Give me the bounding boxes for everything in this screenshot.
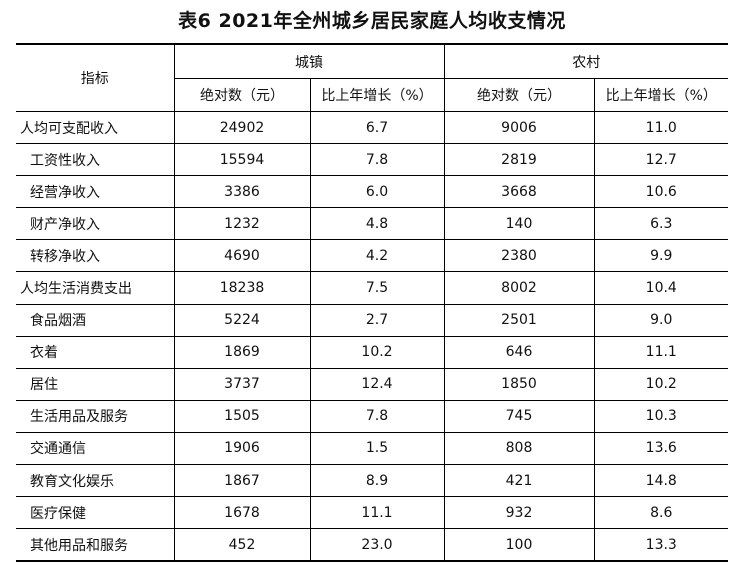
rural-absolute-cell: 646 [444,335,595,369]
rural-absolute-cell: 2380 [444,239,595,272]
urban-growth-cell: 10.2 [310,335,445,369]
rural-absolute-cell: 1850 [444,367,595,401]
table-row: 工资性收入 15594 7.8 2819 12.7 [16,143,728,176]
table-row: 医疗保健 1678 11.1 932 8.6 [16,496,728,529]
table-row: 食品烟酒 5224 2.7 2501 9.0 [16,303,728,337]
urban-growth-cell: 11.1 [310,496,445,529]
urban-absolute-cell: 18238 [174,271,311,305]
rural-absolute-cell: 3668 [444,175,595,208]
row-label: 生活用品及服务 [16,399,175,433]
rural-absolute-cell: 2501 [444,303,595,337]
rural-growth-cell: 11.0 [594,110,728,144]
row-label: 医疗保健 [16,496,175,529]
row-label: 人均可支配收入 [16,110,175,144]
rural-absolute-cell: 8002 [444,271,595,305]
urban-absolute-cell: 1867 [174,464,311,497]
urban-growth-cell: 4.8 [310,207,445,240]
urban-absolute-cell: 5224 [174,303,311,337]
rural-growth-cell: 10.6 [594,175,728,208]
urban-absolute-cell: 4690 [174,239,311,272]
urban-absolute-cell: 452 [174,528,311,562]
urban-absolute-cell: 1906 [174,431,311,465]
header-urban-absolute: 绝对数（元） [174,78,311,112]
urban-growth-cell: 8.9 [310,464,445,497]
rural-growth-cell: 9.9 [594,239,728,272]
urban-growth-cell: 6.7 [310,110,445,144]
urban-growth-cell: 7.8 [310,399,445,433]
rural-growth-cell: 13.6 [594,431,728,465]
table-row: 生活用品及服务 1505 7.8 745 10.3 [16,399,728,433]
urban-growth-cell: 7.8 [310,143,445,176]
table-row: 居住 3737 12.4 1850 10.2 [16,367,728,401]
urban-absolute-cell: 1232 [174,207,311,240]
row-label: 人均生活消费支出 [16,271,175,305]
rural-growth-cell: 9.0 [594,303,728,337]
table-row: 衣着 1869 10.2 646 11.1 [16,335,728,369]
row-label: 其他用品和服务 [16,528,175,562]
table-row: 财产净收入 1232 4.8 140 6.3 [16,207,728,240]
rural-absolute-cell: 140 [444,207,595,240]
row-label: 教育文化娱乐 [16,464,175,497]
urban-absolute-cell: 1678 [174,496,311,529]
row-label: 经营净收入 [16,175,175,208]
header-indicator: 指标 [16,44,175,112]
row-label: 食品烟酒 [16,303,175,337]
urban-absolute-cell: 15594 [174,143,311,176]
urban-growth-cell: 1.5 [310,431,445,465]
table-title: 表6 2021年全州城乡居民家庭人均收支情况 [178,10,566,32]
rural-growth-cell: 10.3 [594,399,728,433]
header-rural: 农村 [444,44,728,79]
urban-growth-cell: 6.0 [310,175,445,208]
rural-absolute-cell: 2819 [444,143,595,176]
table-row: 交通通信 1906 1.5 808 13.6 [16,431,728,465]
rural-absolute-cell: 421 [444,464,595,497]
urban-growth-cell: 7.5 [310,271,445,305]
rural-growth-cell: 14.8 [594,464,728,497]
table-row: 转移净收入 4690 4.2 2380 9.9 [16,239,728,272]
urban-absolute-cell: 1869 [174,335,311,369]
rural-growth-cell: 6.3 [594,207,728,240]
rural-absolute-cell: 808 [444,431,595,465]
table-row: 人均生活消费支出 18238 7.5 8002 10.4 [16,271,728,305]
table-row: 经营净收入 3386 6.0 3668 10.6 [16,175,728,208]
urban-absolute-cell: 3386 [174,175,311,208]
rural-growth-cell: 13.3 [594,528,728,562]
row-label: 财产净收入 [16,207,175,240]
rural-growth-cell: 10.4 [594,271,728,305]
row-label: 衣着 [16,335,175,369]
rural-absolute-cell: 9006 [444,110,595,144]
header-urban: 城镇 [174,44,445,79]
table-row: 人均可支配收入 24902 6.7 9006 11.0 [16,110,728,144]
rural-growth-cell: 10.2 [594,367,728,401]
urban-absolute-cell: 3737 [174,367,311,401]
urban-growth-cell: 12.4 [310,367,445,401]
header-rural-growth: 比上年增长（%） [594,78,728,112]
rural-growth-cell: 8.6 [594,496,728,529]
header-rural-absolute: 绝对数（元） [444,78,595,112]
rural-absolute-cell: 745 [444,399,595,433]
table-row: 其他用品和服务 452 23.0 100 13.3 [16,528,728,562]
table-row: 教育文化娱乐 1867 8.9 421 14.8 [16,464,728,497]
row-label: 转移净收入 [16,239,175,272]
urban-absolute-cell: 1505 [174,399,311,433]
row-label: 居住 [16,367,175,401]
urban-growth-cell: 4.2 [310,239,445,272]
urban-growth-cell: 2.7 [310,303,445,337]
rural-absolute-cell: 932 [444,496,595,529]
rural-growth-cell: 11.1 [594,335,728,369]
rural-growth-cell: 12.7 [594,143,728,176]
table-body: 人均可支配收入 24902 6.7 9006 11.0 工资性收入 15594 7.8 2819… [16,110,728,562]
urban-absolute-cell: 24902 [174,110,311,144]
row-label: 工资性收入 [16,143,175,176]
header-urban-growth: 比上年增长（%） [310,78,445,112]
income-expenditure-table: 指标 城镇 农村 绝对数（元） 比上年增长（%） 绝对数（元） 比上年增长（%）… [16,43,728,563]
rural-absolute-cell: 100 [444,528,595,562]
urban-growth-cell: 23.0 [310,528,445,562]
row-label: 交通通信 [16,431,175,465]
